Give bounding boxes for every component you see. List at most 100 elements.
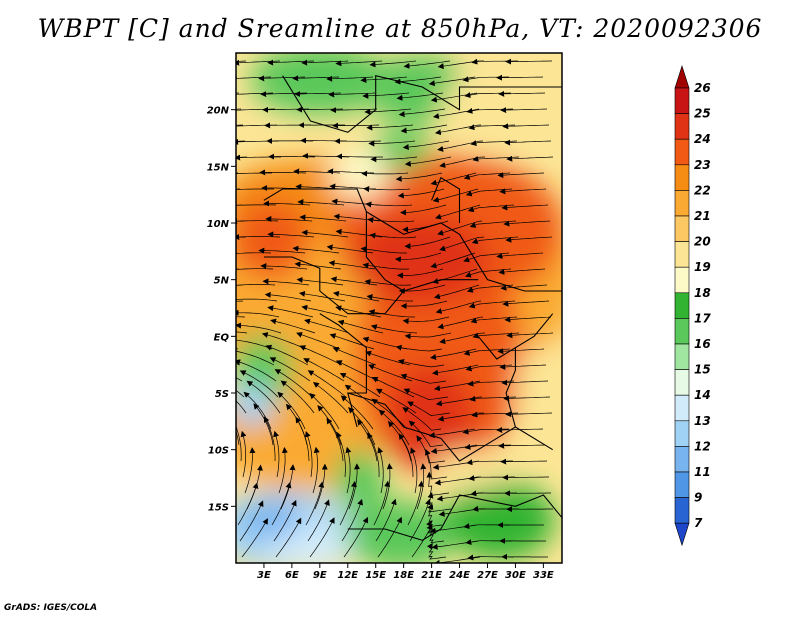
streamline: [403, 60, 451, 69]
streamline: [298, 290, 346, 302]
streamline: [499, 363, 547, 370]
streamline: [407, 401, 451, 416]
streamline: [377, 447, 384, 494]
colorbar-label: 14: [694, 388, 711, 402]
streamline: [498, 268, 546, 275]
streamline: [505, 58, 552, 65]
streamline: [408, 420, 444, 447]
streamline: [373, 480, 391, 526]
country-border: [263, 188, 562, 292]
streamline: [274, 369, 313, 398]
streamline: [270, 318, 316, 334]
streamline: [400, 300, 448, 310]
colorbar-swatch: [674, 471, 690, 498]
streamline: [305, 481, 325, 526]
lat-tick-label: 5S: [215, 389, 229, 400]
colorbar-label: 9: [694, 491, 702, 505]
colorbar-swatch: [674, 343, 690, 370]
streamline: [395, 172, 443, 182]
streamline: [236, 363, 241, 366]
streamline: [236, 252, 238, 254]
streamline: [236, 188, 241, 190]
country-border: [282, 75, 562, 133]
streamline: [402, 407, 442, 431]
streamline: [241, 518, 268, 558]
lat-tick-label: 5N: [214, 276, 230, 287]
map-frame: [235, 52, 563, 564]
streamline: [501, 204, 549, 211]
streamline: [370, 156, 418, 163]
streamline: [236, 309, 280, 318]
lat-tick-label: 15N: [207, 162, 230, 173]
lon-tick-label: 30E: [505, 570, 526, 581]
streamline: [294, 261, 342, 270]
lat-tick-label: 15S: [208, 502, 229, 513]
country-border: [319, 313, 367, 428]
streamline: [299, 345, 343, 366]
streamline: [236, 322, 282, 334]
lon-tick-label: 3E: [257, 570, 271, 581]
streamline: [499, 188, 547, 195]
streamline: [348, 463, 361, 510]
colorbar-swatch: [674, 241, 690, 268]
streamline: [253, 403, 274, 446]
lon-tick-label: 24E: [449, 570, 470, 581]
streamline: [236, 400, 247, 414]
colorbar-label: 7: [694, 516, 703, 530]
streamline: [375, 388, 417, 414]
streamline: [240, 430, 247, 478]
streamline: [332, 347, 377, 366]
streamline: [236, 284, 276, 286]
streamline: [407, 480, 425, 526]
streamline: [339, 372, 381, 398]
colorbar: 26 25 24 23 22 21 20 19 18 17 16 15 14 13 12 11 9 7: [674, 65, 711, 547]
streamline: [296, 332, 341, 350]
streamline: [367, 432, 380, 478]
colorbar-swatch: [674, 292, 690, 319]
colorbar-swatch: [674, 87, 690, 114]
streamline: [402, 140, 450, 151]
streamline: [261, 332, 307, 350]
streamline: [271, 481, 292, 526]
streamline: [398, 108, 446, 118]
lon-tick-label: 6E: [285, 570, 299, 581]
streamline: [260, 263, 308, 270]
streamline: [368, 140, 416, 147]
streamlines: [236, 58, 554, 563]
streamline: [500, 107, 548, 114]
colorbar-swatch: [674, 164, 690, 191]
streamline: [365, 201, 413, 208]
lon-tick-label: 15E: [365, 570, 386, 581]
colorbar-swatch: [674, 394, 690, 422]
streamline: [309, 517, 335, 558]
country-border: [347, 392, 516, 462]
streamline: [387, 420, 412, 462]
streamline: [366, 124, 414, 131]
colorbar-bottom-arrow: [674, 522, 690, 547]
streamline: [335, 305, 382, 318]
colorbar-swatch: [674, 138, 690, 166]
streamline: [397, 358, 445, 368]
colorbar-label: 11: [694, 465, 711, 479]
streamline: [292, 245, 340, 254]
streamline: [236, 348, 275, 366]
colorbar-swatch: [674, 266, 690, 294]
streamline: [312, 382, 349, 414]
streamline: [239, 370, 279, 398]
streamline: [273, 430, 280, 478]
colorbar-label: 17: [694, 311, 711, 325]
streamline: [267, 231, 315, 238]
country-border: [440, 494, 562, 530]
streamline: [326, 417, 344, 462]
streamline: [394, 252, 442, 263]
streamline: [295, 416, 310, 462]
streamline: [265, 344, 309, 366]
colorbar-label: 23: [694, 158, 711, 172]
streamline: [404, 236, 451, 250]
streamline: [502, 123, 550, 130]
streamline: [426, 542, 447, 560]
streamline: [398, 433, 414, 477]
streamline: [307, 370, 347, 398]
lon-tick-label: 9E: [313, 570, 327, 581]
